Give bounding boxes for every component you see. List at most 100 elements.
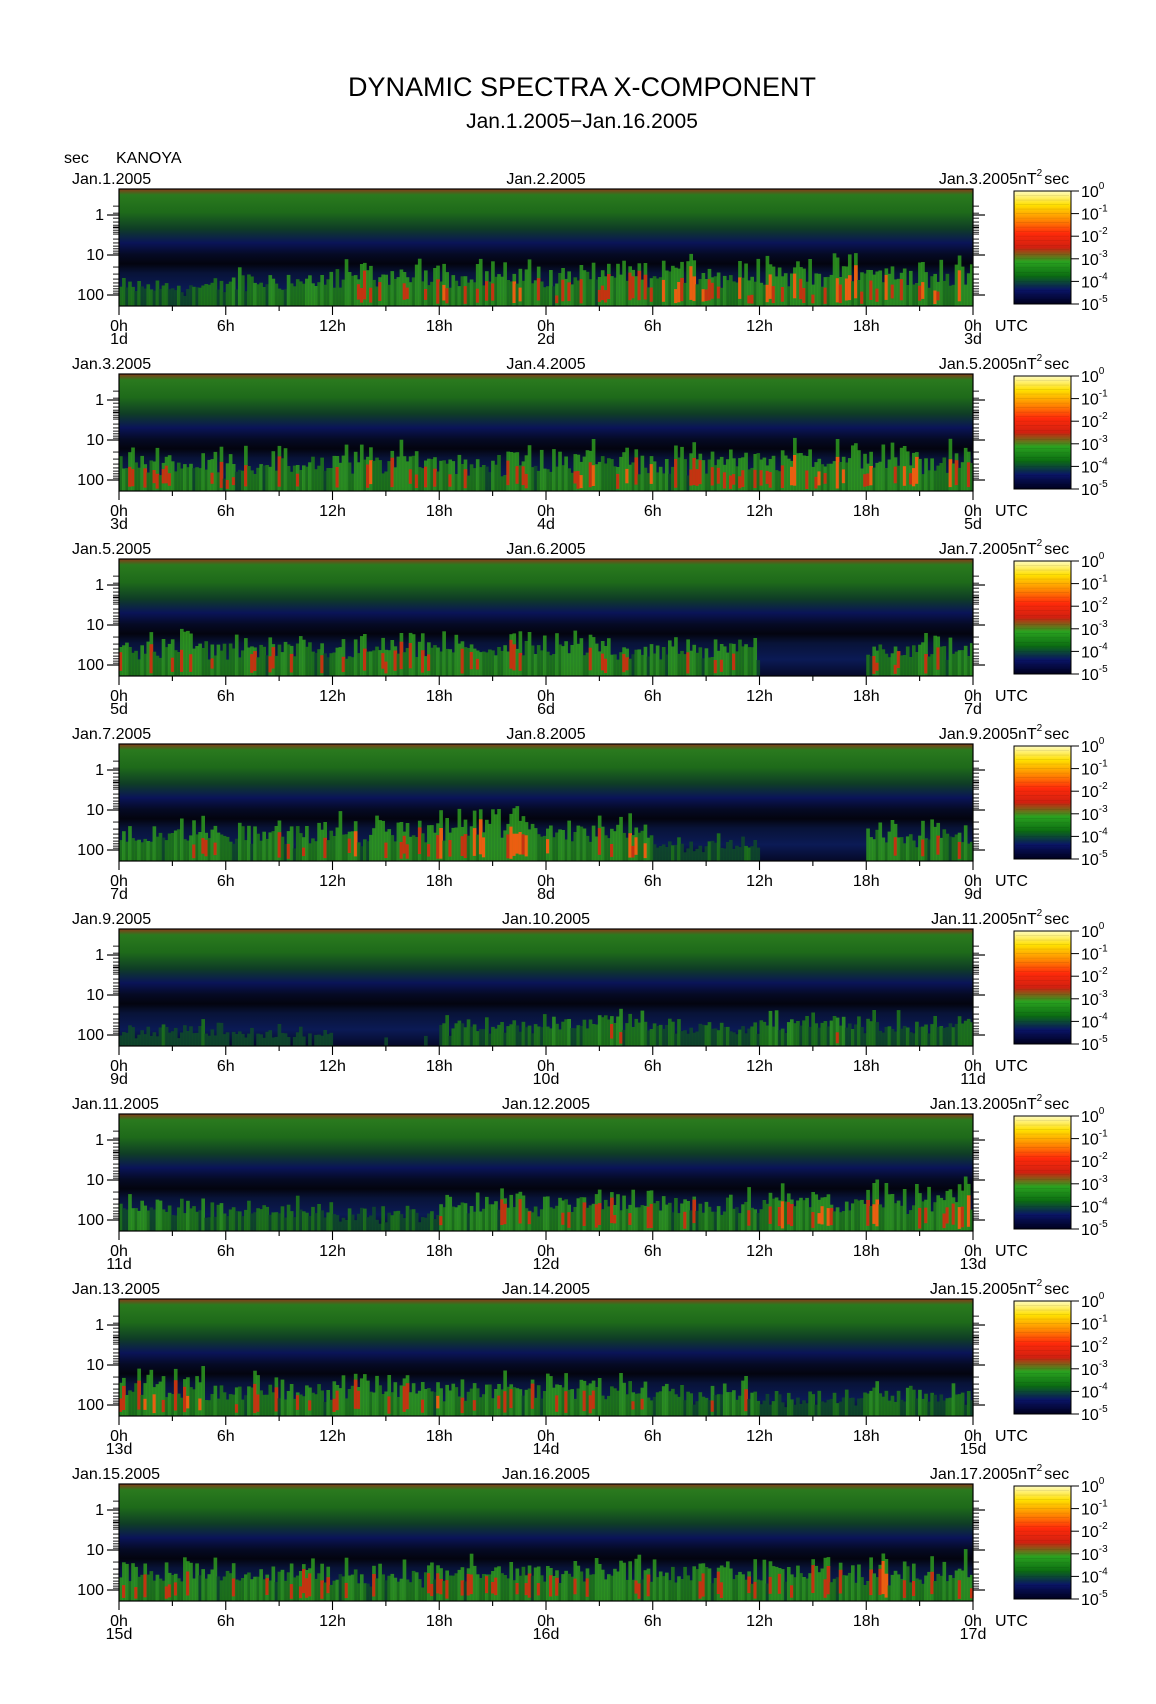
- spectral-streak: [783, 455, 788, 491]
- spectral-streak: [515, 283, 520, 306]
- spectral-streak: [353, 451, 358, 491]
- spectral-peak: [512, 644, 517, 671]
- spectral-streak: [427, 1213, 431, 1231]
- spectral-streak: [521, 1021, 526, 1046]
- spectral-streak: [338, 462, 343, 491]
- spectral-streak: [417, 467, 422, 491]
- spectral-streak: [558, 1385, 562, 1416]
- spectral-streak: [607, 838, 611, 861]
- spectral-streak: [201, 1019, 205, 1046]
- spectral-streak: [878, 822, 883, 861]
- spectral-peak: [628, 272, 632, 301]
- spectral-peak: [463, 834, 468, 858]
- spectral-streak: [427, 458, 431, 491]
- spectral-streak: [411, 455, 416, 491]
- colorbar-tick-base: 10: [1081, 274, 1099, 291]
- spectral-streak: [119, 1577, 123, 1601]
- spectral-streak: [555, 633, 559, 676]
- spectral-streak: [668, 473, 672, 491]
- spectral-streak: [576, 280, 581, 306]
- spectral-streak: [747, 647, 751, 676]
- spectral-streak: [393, 1577, 398, 1601]
- spectral-peak: [835, 456, 840, 489]
- spectral-streak: [738, 1571, 742, 1601]
- spectral-streak: [265, 1394, 270, 1416]
- spectral-streak: [884, 468, 889, 491]
- spectral-streak: [302, 283, 306, 306]
- day-label-right: 7d: [964, 701, 982, 718]
- spectral-streak: [570, 1576, 575, 1601]
- x-hour-label: 0h: [964, 1613, 982, 1630]
- spectral-streak: [747, 280, 751, 306]
- spectral-peak: [405, 1383, 410, 1410]
- spectral-streak: [225, 283, 230, 306]
- spectral-streak: [857, 1016, 861, 1046]
- spectral-streak: [671, 1388, 675, 1416]
- spectral-streak: [183, 1025, 187, 1046]
- day-label-left: 15d: [106, 1626, 133, 1643]
- spectral-streak: [591, 439, 596, 491]
- spectral-streak: [814, 1023, 819, 1046]
- colorbar-tick-exp: 0: [1099, 921, 1105, 932]
- spectral-peak: [710, 1400, 715, 1412]
- spectral-streak: [320, 1390, 324, 1416]
- spectral-streak: [921, 1398, 925, 1416]
- spectral-streak: [256, 284, 260, 306]
- spectral-streak: [332, 455, 337, 491]
- spectral-streak: [661, 1576, 666, 1601]
- spectral-streak: [155, 1384, 160, 1416]
- spectral-streak: [869, 1021, 873, 1046]
- spectral-streak: [347, 462, 352, 491]
- spectral-streak: [164, 1397, 169, 1416]
- spectral-peak: [463, 286, 468, 304]
- spectral-streak: [192, 648, 196, 676]
- colorbar-tick-exp: -5: [1099, 1404, 1108, 1415]
- spectral-streak: [250, 843, 254, 861]
- spectral-streak: [802, 1200, 806, 1231]
- spectral-streak: [969, 643, 974, 676]
- spectral-streak: [237, 822, 242, 861]
- spectral-streak: [436, 471, 440, 491]
- spectral-streak: [521, 1395, 526, 1416]
- spectral-streak: [241, 275, 245, 306]
- spectral-streak: [451, 275, 456, 306]
- spectral-streak: [860, 1577, 864, 1601]
- spectral-streak: [613, 1388, 617, 1416]
- spectral-peak: [378, 282, 382, 301]
- spectral-peak: [353, 1379, 358, 1409]
- spectral-streak: [186, 630, 190, 676]
- spectral-streak: [536, 834, 541, 861]
- spectral-streak: [863, 453, 867, 491]
- spectral-peak: [918, 1207, 922, 1229]
- spectral-streak: [939, 837, 944, 861]
- spectral-streak: [652, 461, 657, 491]
- spectral-streak: [274, 1581, 279, 1601]
- spectral-streak: [344, 834, 349, 861]
- spectral-streak: [899, 1028, 904, 1046]
- spectral-streak: [280, 1569, 285, 1601]
- spectral-streak: [137, 659, 141, 676]
- spectral-peak: [143, 468, 148, 488]
- spectral-peak: [414, 474, 419, 488]
- spectral-peak: [634, 837, 639, 855]
- spectral-streak: [668, 841, 672, 861]
- spectral-streak: [442, 1207, 446, 1231]
- spectral-streak: [704, 473, 709, 491]
- spectral-streak: [512, 1207, 517, 1231]
- spectral-peak: [119, 1398, 123, 1412]
- spectral-streak: [927, 287, 931, 306]
- spectral-streak: [161, 1376, 166, 1416]
- spectral-streak: [896, 1010, 901, 1046]
- colorbar-tick-base: 10: [1081, 1479, 1099, 1496]
- day-label-mid: 14d: [533, 1441, 560, 1458]
- spectral-streak: [237, 1031, 242, 1046]
- spectral-streak: [485, 466, 489, 491]
- spectral-peak: [555, 1577, 559, 1596]
- x-hour-label: 12h: [319, 1428, 346, 1445]
- spectral-streak: [494, 1028, 498, 1046]
- spectral-streak: [167, 833, 172, 861]
- spectral-streak: [698, 1203, 703, 1231]
- x-unit-label: UTC: [995, 1613, 1028, 1630]
- spectral-streak: [134, 291, 138, 306]
- spectral-streak: [219, 1022, 224, 1046]
